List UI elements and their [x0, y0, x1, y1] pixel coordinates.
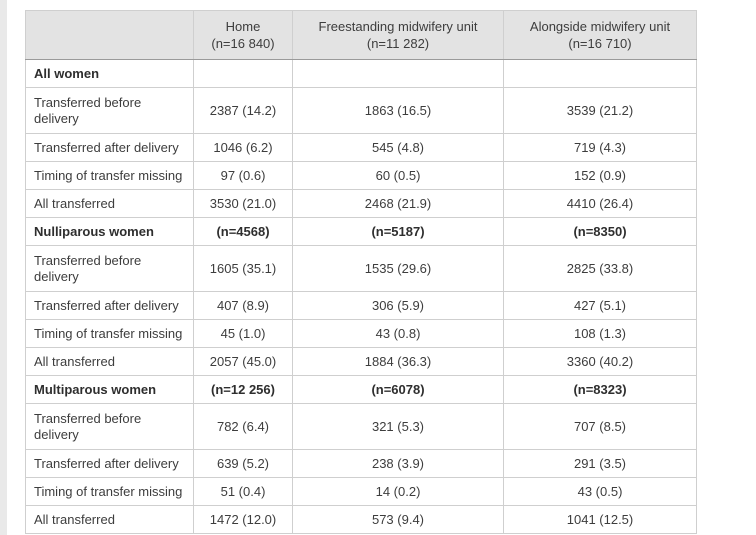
column-title: Alongside midwifery unit	[529, 19, 671, 34]
cell-value: 2468 (21.9)	[292, 189, 504, 218]
cell-value: (n=8323)	[503, 375, 697, 404]
column-n: (n=11 282)	[366, 36, 430, 51]
row-label: Transferred after delivery	[25, 449, 194, 478]
cell-value: 2057 (45.0)	[193, 347, 293, 376]
cell-value: 1535 (29.6)	[292, 245, 504, 292]
cell-value: 407 (8.9)	[193, 291, 293, 320]
table-row: All transferred 3530 (21.0) 2468 (21.9) 441…	[25, 189, 697, 218]
table-row: Transferred after delivery 1046 (6.2) 545 …	[25, 133, 697, 162]
row-label: Transferred before delivery	[25, 403, 194, 450]
table-header: Home (n=16 840) Freestanding midwifery uni…	[25, 10, 697, 60]
cell-value: 238 (3.9)	[292, 449, 504, 478]
table-row: Transferred before delivery 2387 (14.2) 18…	[25, 87, 697, 134]
cell-value: 573 (9.4)	[292, 505, 504, 534]
cell-value	[292, 59, 504, 88]
cell-value: 3530 (21.0)	[193, 189, 293, 218]
row-label: Transferred after delivery	[25, 291, 194, 320]
column-n: (n=16 710)	[568, 36, 632, 51]
cell-value	[503, 59, 697, 88]
row-label: Transferred after delivery	[25, 133, 194, 162]
table-body: All women Transferred before delivery 2387…	[25, 59, 697, 534]
row-label: Transferred before delivery	[25, 87, 194, 134]
cell-value: 291 (3.5)	[503, 449, 697, 478]
cell-value: 1046 (6.2)	[193, 133, 293, 162]
table-row: Transferred before delivery 1605 (35.1) 15…	[25, 245, 697, 292]
cell-value: (n=5187)	[292, 217, 504, 246]
cell-value: 719 (4.3)	[503, 133, 697, 162]
table-row: Multiparous women (n=12 256) (n=6078) (n=83…	[25, 375, 697, 404]
cell-value: 427 (5.1)	[503, 291, 697, 320]
table-row: Transferred before delivery 782 (6.4) 321 …	[25, 403, 697, 450]
cell-value: 1041 (12.5)	[503, 505, 697, 534]
row-label: Nulliparous women	[25, 217, 194, 246]
cell-value: 1884 (36.3)	[292, 347, 504, 376]
table-row: Nulliparous women (n=4568) (n=5187) (n=8350…	[25, 217, 697, 246]
cell-value: 321 (5.3)	[292, 403, 504, 450]
cell-value: 2825 (33.8)	[503, 245, 697, 292]
table-row: Timing of transfer missing 45 (1.0) 43 (0.…	[25, 319, 697, 348]
cell-value: 43 (0.5)	[503, 477, 697, 506]
cell-value: 3539 (21.2)	[503, 87, 697, 134]
cell-value: (n=6078)	[292, 375, 504, 404]
cell-value: 639 (5.2)	[193, 449, 293, 478]
transfers-table: Home (n=16 840) Freestanding midwifery uni…	[25, 10, 697, 534]
cell-value: 707 (8.5)	[503, 403, 697, 450]
table-row: Timing of transfer missing 97 (0.6) 60 (0.…	[25, 161, 697, 190]
cell-value: (n=12 256)	[193, 375, 293, 404]
column-n: (n=16 840)	[211, 36, 275, 51]
table-row: Transferred after delivery 407 (8.9) 306 (…	[25, 291, 697, 320]
table-row: All transferred 2057 (45.0) 1884 (36.3) 336…	[25, 347, 697, 376]
cell-value: 782 (6.4)	[193, 403, 293, 450]
header-row: Home (n=16 840) Freestanding midwifery uni…	[25, 10, 697, 60]
row-label: Timing of transfer missing	[25, 319, 194, 348]
row-label: Timing of transfer missing	[25, 477, 194, 506]
cell-value: 4410 (26.4)	[503, 189, 697, 218]
row-label: All transferred	[25, 505, 194, 534]
cell-value: (n=8350)	[503, 217, 697, 246]
cell-value: 14 (0.2)	[292, 477, 504, 506]
row-label: Timing of transfer missing	[25, 161, 194, 190]
row-label: Multiparous women	[25, 375, 194, 404]
row-label: All transferred	[25, 189, 194, 218]
cell-value: 3360 (40.2)	[503, 347, 697, 376]
cell-value: 545 (4.8)	[292, 133, 504, 162]
cell-value	[193, 59, 293, 88]
column-title: Home	[225, 19, 261, 34]
cell-value: 152 (0.9)	[503, 161, 697, 190]
column-header-1: Freestanding midwifery unit (n=11 282)	[292, 10, 504, 60]
column-header-2: Alongside midwifery unit (n=16 710)	[503, 10, 697, 60]
cell-value: 108 (1.3)	[503, 319, 697, 348]
row-label: All transferred	[25, 347, 194, 376]
column-title: Freestanding midwifery unit	[318, 19, 478, 34]
corner-cell	[25, 10, 194, 60]
table-row: Transferred after delivery 639 (5.2) 238 (…	[25, 449, 697, 478]
cell-value: 51 (0.4)	[193, 477, 293, 506]
cell-value: (n=4568)	[193, 217, 293, 246]
cell-value: 45 (1.0)	[193, 319, 293, 348]
cell-value: 60 (0.5)	[292, 161, 504, 190]
column-header-0: Home (n=16 840)	[193, 10, 293, 60]
table-row: All transferred 1472 (12.0) 573 (9.4) 1041 …	[25, 505, 697, 534]
row-label: Transferred before delivery	[25, 245, 194, 292]
row-label: All women	[25, 59, 194, 88]
cell-value: 1605 (35.1)	[193, 245, 293, 292]
page-left-edge	[0, 0, 7, 535]
cell-value: 306 (5.9)	[292, 291, 504, 320]
cell-value: 97 (0.6)	[193, 161, 293, 190]
cell-value: 1863 (16.5)	[292, 87, 504, 134]
table-row: All women	[25, 59, 697, 88]
cell-value: 2387 (14.2)	[193, 87, 293, 134]
cell-value: 43 (0.8)	[292, 319, 504, 348]
cell-value: 1472 (12.0)	[193, 505, 293, 534]
table-row: Timing of transfer missing 51 (0.4) 14 (0.…	[25, 477, 697, 506]
